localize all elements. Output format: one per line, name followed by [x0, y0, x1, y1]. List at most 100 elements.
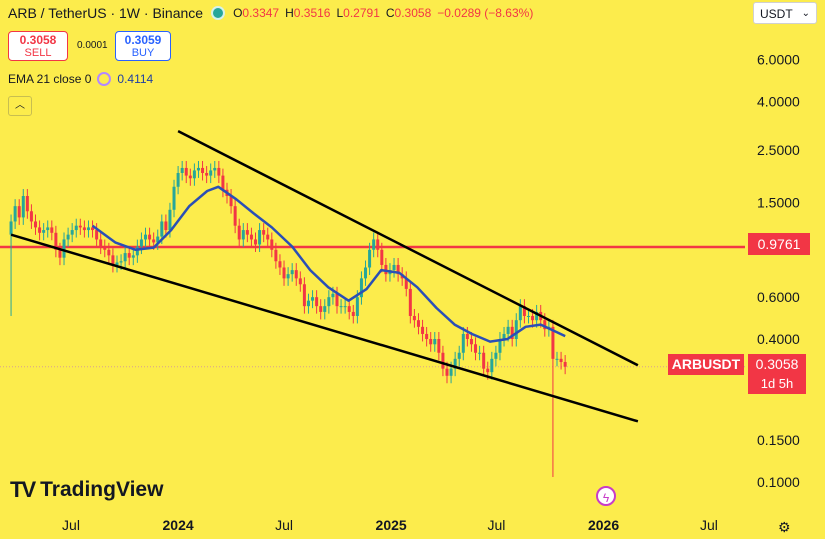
candle: [359, 271, 363, 305]
candle-body: [156, 236, 160, 243]
candle: [510, 319, 514, 347]
indicator-legend[interactable]: EMA 21 close 0 0.4114: [8, 72, 153, 86]
candle-body: [457, 352, 461, 359]
candle: [490, 351, 494, 380]
candle-body: [315, 297, 319, 307]
symbol-tag: ARBUSDT: [668, 354, 744, 375]
candle: [245, 223, 249, 243]
candle-body: [262, 230, 266, 235]
candle: [274, 242, 278, 269]
candle: [86, 220, 90, 238]
candle: [494, 345, 498, 367]
candle: [70, 223, 74, 243]
candle-body: [180, 167, 184, 173]
candle-body: [245, 230, 249, 235]
candle-body: [164, 221, 168, 231]
candle-body: [392, 264, 396, 271]
candle-body: [42, 230, 46, 233]
candle: [156, 229, 160, 250]
candle-body: [127, 253, 131, 258]
candle-body: [241, 230, 245, 240]
candle-body: [416, 320, 420, 327]
candle: [429, 332, 433, 352]
candle-body: [408, 288, 412, 316]
candle-body: [429, 338, 433, 345]
sell-price: 0.3058: [19, 33, 57, 47]
candle: [99, 232, 103, 255]
candle: [555, 351, 559, 367]
candle-body: [34, 221, 38, 228]
candle-body: [498, 338, 502, 353]
candle: [50, 220, 54, 241]
candle-body: [38, 227, 42, 233]
candle-body: [148, 234, 152, 240]
candle: [339, 299, 343, 314]
candle: [404, 271, 408, 297]
candle-body: [543, 320, 547, 330]
candle: [25, 189, 29, 219]
candle-body: [168, 209, 172, 231]
candle: [188, 168, 192, 186]
y-tick-label: 0.1000: [757, 474, 800, 490]
candle-body: [286, 274, 290, 279]
candle: [209, 163, 213, 184]
x-tick-label: Jul: [275, 517, 293, 533]
open-label: O: [233, 6, 243, 20]
currency-value: USDT: [760, 7, 793, 21]
last-price-tag: 0.3058 1d 5h: [748, 354, 806, 394]
sell-button[interactable]: 0.3058 SELL: [8, 31, 68, 61]
chevron-up-icon[interactable]: ︿: [8, 96, 32, 116]
currency-select[interactable]: USDT ⌄: [753, 2, 817, 24]
upper-trendline: [177, 130, 639, 367]
flash-icon[interactable]: ϟ: [596, 486, 616, 506]
candle: [478, 345, 482, 361]
candle: [107, 242, 111, 263]
candle-body: [201, 167, 205, 173]
buy-label: BUY: [131, 47, 155, 59]
candle-body: [331, 293, 335, 298]
candle: [416, 313, 420, 335]
interval-label[interactable]: 1W: [119, 5, 141, 21]
candle: [258, 223, 262, 252]
candle: [82, 220, 86, 238]
candle-body: [282, 267, 286, 279]
candle-body: [502, 333, 506, 339]
candle: [91, 220, 95, 238]
x-tick-label: Jul: [488, 517, 506, 533]
candle: [172, 179, 176, 218]
candle-body: [258, 230, 262, 245]
candle: [205, 166, 209, 184]
candle-body: [306, 300, 310, 307]
candle-body: [58, 249, 62, 258]
candle: [518, 299, 522, 328]
candle-body: [78, 225, 82, 228]
candle-body: [274, 249, 278, 262]
candle-body: [103, 246, 107, 250]
x-tick-label: 2026: [588, 517, 619, 533]
candle-body: [205, 172, 209, 176]
candle-body: [111, 255, 115, 265]
spread-value: 0.0001: [77, 40, 108, 51]
candle-body: [91, 227, 95, 231]
refresh-icon[interactable]: [97, 72, 112, 86]
buy-button[interactable]: 0.3059 BUY: [115, 31, 171, 61]
horizontal-line-price-tag: 0.9761: [748, 233, 810, 255]
candle-body: [209, 170, 213, 176]
candle: [201, 160, 205, 181]
gear-icon[interactable]: ⚙: [778, 519, 791, 535]
candle-body: [465, 333, 469, 339]
candle: [380, 242, 384, 273]
low-value: L0.2791: [336, 6, 380, 20]
candle: [46, 220, 50, 238]
symbol-title[interactable]: ARB / TetherUS: [8, 5, 107, 21]
candle-body: [135, 246, 139, 256]
candle: [347, 299, 351, 320]
candle-body: [510, 326, 514, 339]
market-status-icon: [211, 6, 226, 20]
candle-body: [66, 234, 70, 240]
candle-body: [518, 306, 522, 321]
tradingview-logo[interactable]: TV TradingView: [10, 477, 163, 503]
candle: [148, 227, 152, 247]
logo-text: TradingView: [40, 478, 164, 501]
